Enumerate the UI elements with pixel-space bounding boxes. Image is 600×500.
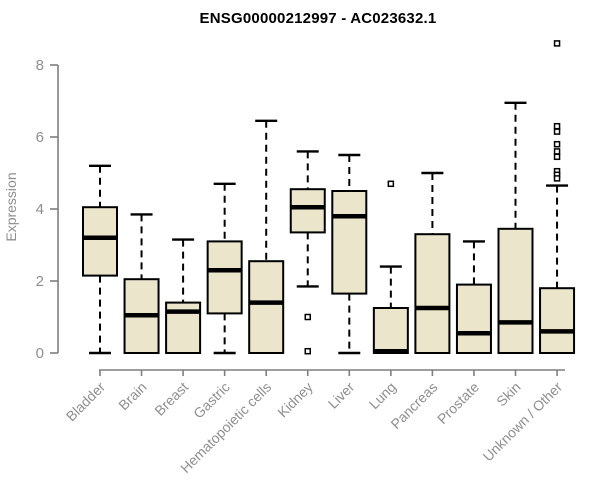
y-axis-tick-label: 8	[36, 57, 44, 74]
outlier-point	[553, 40, 561, 47]
iqr-box	[455, 283, 492, 355]
iqr-box	[248, 260, 285, 355]
chart-title: ENSG00000212997 - AC023632.1	[199, 10, 437, 27]
outlier-point	[553, 148, 561, 155]
box-bladder	[82, 164, 118, 355]
iqr-box	[82, 206, 118, 277]
box-pancreas	[414, 171, 451, 354]
box-kidney	[289, 150, 326, 355]
x-axis-label-brain: Brain	[115, 379, 149, 413]
iqr-box	[331, 190, 368, 295]
iqr-box	[497, 227, 534, 354]
iqr-box	[289, 188, 326, 234]
outlier-point	[304, 313, 311, 321]
box-brain	[123, 213, 160, 355]
box-prostate	[455, 240, 492, 355]
x-axis-label-kidney: Kidney	[274, 379, 316, 421]
outlier-point	[304, 347, 311, 355]
outlier-point	[387, 180, 395, 188]
box-unknown-other	[539, 40, 576, 355]
outlier-point	[553, 175, 561, 182]
outlier-point	[553, 128, 561, 135]
box-skin	[497, 101, 534, 354]
x-axis-label-unknown-other: Unknown / Other	[480, 379, 566, 465]
x-axis-label-skin: Skin	[493, 379, 524, 410]
y-axis-tick-label: 0	[36, 345, 44, 362]
y-axis-tick-label: 2	[36, 273, 44, 290]
box-lung	[372, 180, 409, 354]
x-axis-label-prostate: Prostate	[434, 379, 482, 427]
box-liver	[331, 153, 368, 355]
iqr-box	[539, 287, 576, 355]
box-gastric	[206, 182, 243, 355]
y-axis-tick-label: 4	[36, 201, 44, 218]
x-axis-label-lung: Lung	[366, 379, 399, 412]
outlier-point	[553, 153, 561, 161]
outlier-point	[553, 140, 561, 148]
outlier-point	[553, 122, 561, 130]
iqr-box	[414, 233, 451, 354]
box-breast	[165, 238, 202, 355]
x-axis-label-bladder: Bladder	[63, 379, 109, 425]
x-axis-label-liver: Liver	[325, 379, 358, 412]
y-axis-tick-label: 6	[36, 129, 44, 146]
box-hematopoietic-cells	[248, 119, 285, 355]
x-axis-label-breast: Breast	[151, 379, 191, 419]
iqr-box	[372, 307, 409, 354]
iqr-box	[206, 240, 243, 315]
